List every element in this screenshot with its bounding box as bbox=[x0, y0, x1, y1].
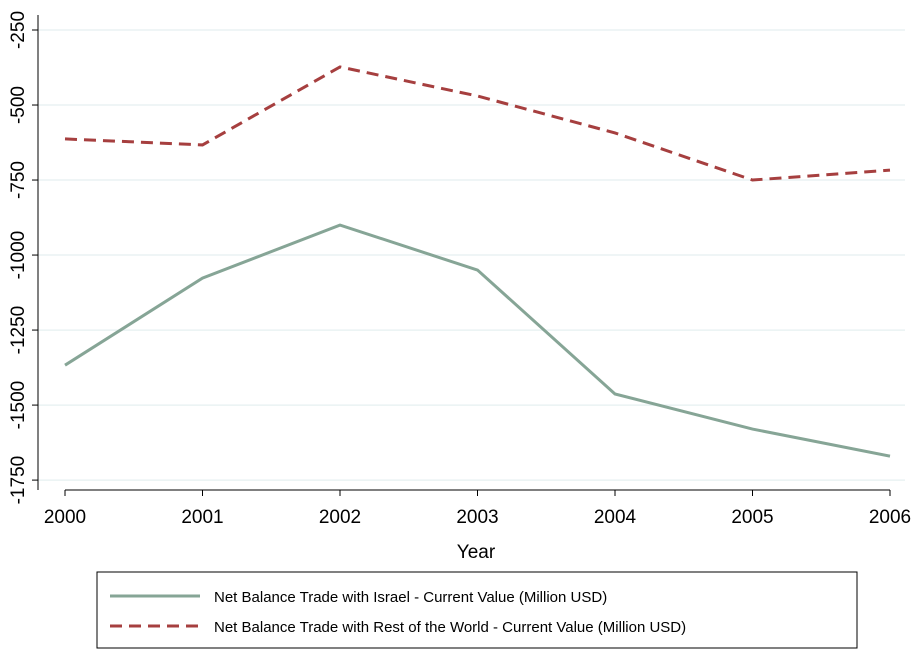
x-tick-label: 2002 bbox=[319, 507, 361, 528]
line-series bbox=[64, 223, 891, 458]
y-tick-label: -250 bbox=[8, 11, 29, 49]
x-tick-label: 2006 bbox=[869, 507, 911, 528]
legend-box bbox=[96, 571, 858, 649]
x-tick-label: 2003 bbox=[456, 507, 498, 528]
y-tick-label: -1250 bbox=[8, 306, 29, 355]
y-tick-label: -1750 bbox=[8, 456, 29, 505]
x-tick-label: 2004 bbox=[594, 507, 637, 528]
legend-label: Net Balance Trade with Rest of the World… bbox=[214, 619, 686, 636]
y-tick-label: -1000 bbox=[8, 231, 29, 280]
x-tick-label: 2001 bbox=[181, 507, 223, 528]
y-tick-label: -750 bbox=[8, 161, 29, 199]
x-tick-label: 2000 bbox=[44, 507, 86, 528]
legend-label: Net Balance Trade with Israel - Current … bbox=[214, 589, 607, 606]
x-axis-label: Year bbox=[457, 542, 496, 563]
y-tick-label: -1500 bbox=[8, 381, 29, 430]
line-series bbox=[64, 65, 891, 182]
x-tick-label: 2005 bbox=[731, 507, 773, 528]
y-tick-label: -500 bbox=[8, 86, 29, 124]
